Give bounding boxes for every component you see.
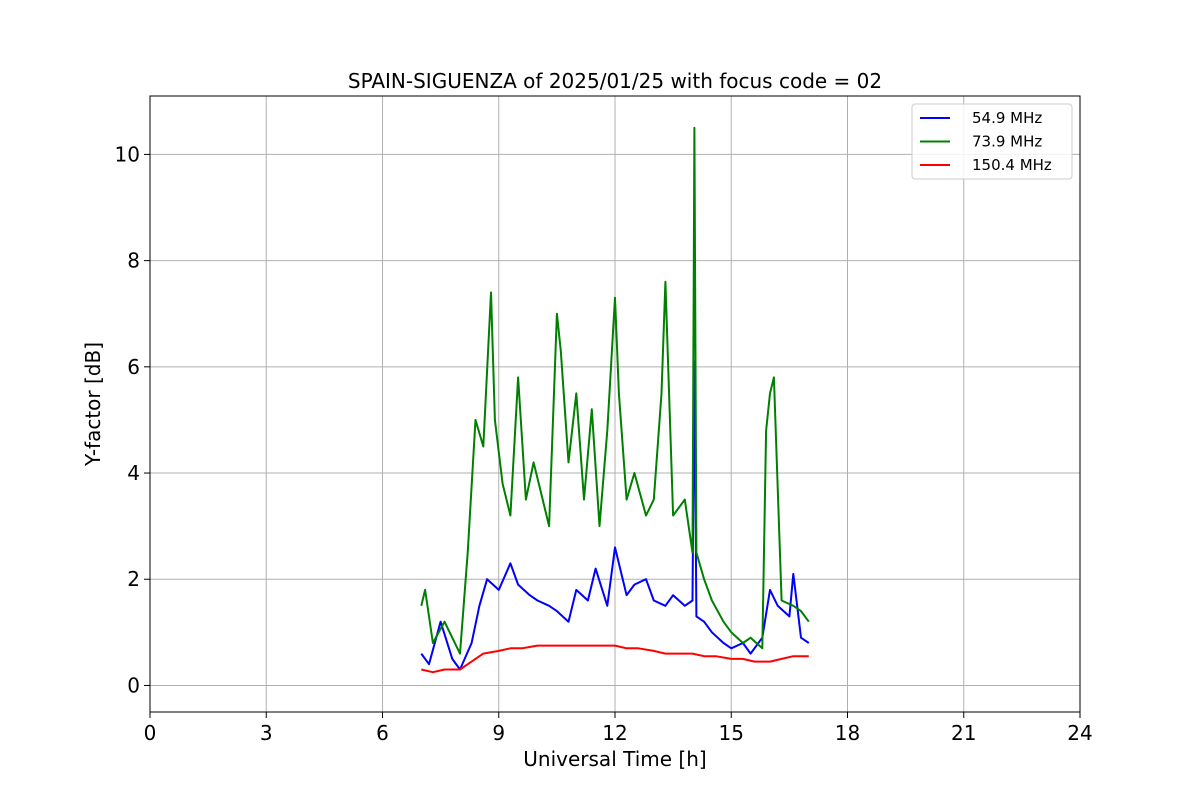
x-tick-label: 18 xyxy=(835,721,860,745)
legend-entry: 73.9 MHz xyxy=(972,133,1042,151)
x-tick-label: 6 xyxy=(376,721,389,745)
series-line-1 xyxy=(420,360,810,671)
y-tick-label: 4 xyxy=(127,461,140,485)
x-tick-label: 3 xyxy=(260,721,273,745)
legend-box xyxy=(911,103,1073,180)
y-tick-label: 10 xyxy=(115,142,140,166)
y-axis-label: Y-factor [dB] xyxy=(81,342,105,467)
y-tick-label: 6 xyxy=(127,355,140,379)
series-line-2 xyxy=(420,126,810,655)
x-tick-label: 12 xyxy=(602,721,627,745)
series-line-3 xyxy=(421,644,809,674)
y-tick-label: 0 xyxy=(127,673,140,697)
chart-title: SPAIN-SIGUENZA of 2025/01/25 with focus … xyxy=(348,69,882,93)
y-tick-label: 2 xyxy=(127,567,140,591)
x-tick-label: 9 xyxy=(492,721,505,745)
x-tick-label: 0 xyxy=(144,721,157,745)
x-tick-label: 24 xyxy=(1067,721,1092,745)
legend-entry: 150.4 MHz xyxy=(972,156,1052,174)
series-layer xyxy=(420,126,810,674)
x-tick-label: 15 xyxy=(719,721,744,745)
legend-entry: 54.9 MHz xyxy=(972,109,1042,127)
y-tick-label: 8 xyxy=(127,249,140,273)
x-tick-label: 21 xyxy=(951,721,976,745)
legend: 54.9 MHz 73.9 MHz 150.4 MHz xyxy=(911,103,1073,180)
x-axis-label: Universal Time [h] xyxy=(523,747,706,771)
